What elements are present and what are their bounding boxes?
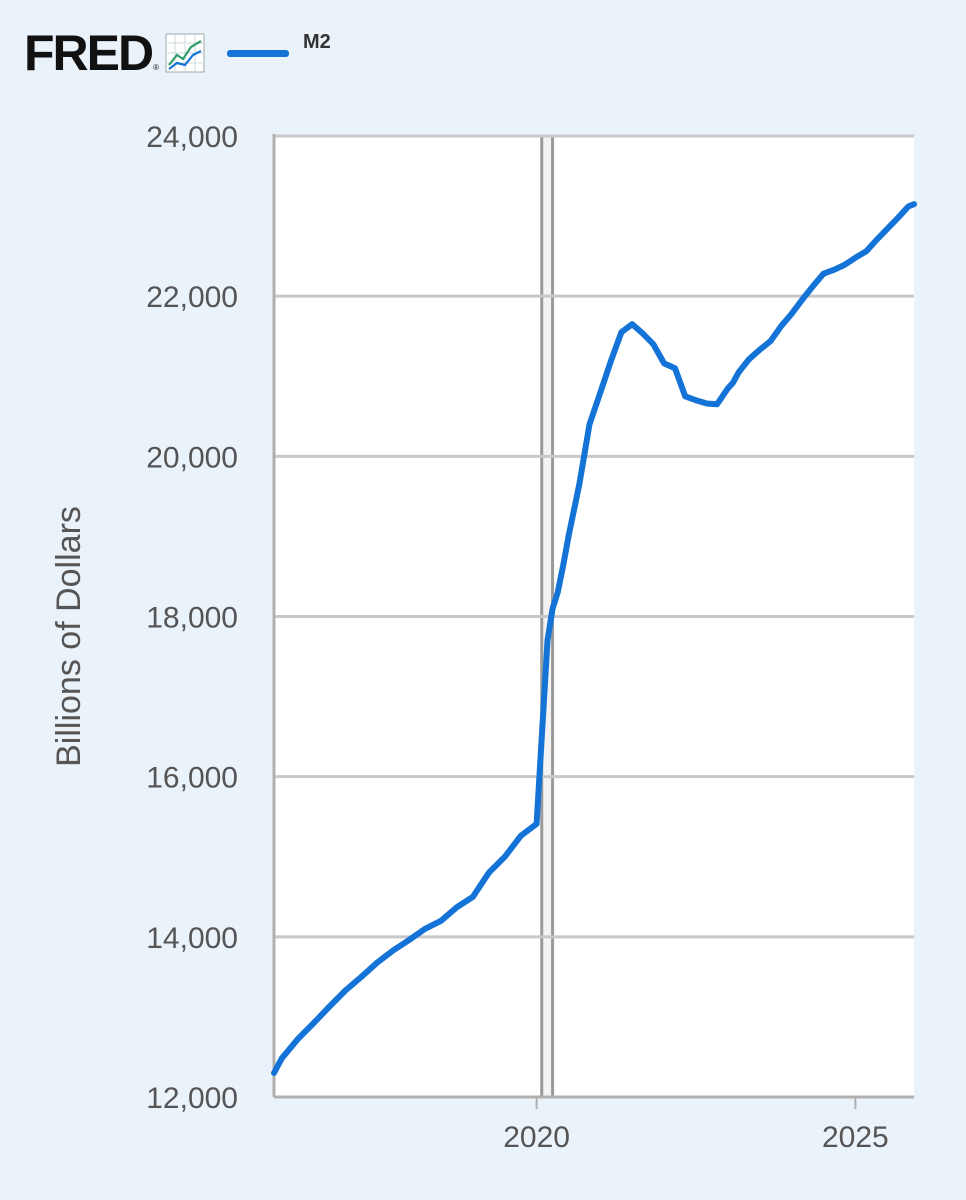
y-tick-label-16000: 16,000 bbox=[146, 762, 238, 795]
y-tick-labels: 12,000 14,000 16,000 18,000 20,000 22,000 24,0… bbox=[146, 121, 238, 1115]
fred-logo-registered-mark: ® bbox=[153, 63, 160, 72]
x-tick-labels: 2020 2025 bbox=[503, 1097, 889, 1154]
y-axis-title: Billions of Dollars bbox=[50, 506, 88, 767]
y-tick-label-18000: 18,000 bbox=[146, 602, 238, 635]
grid-lines bbox=[274, 134, 914, 939]
fred-logo[interactable]: FRED bbox=[24, 25, 154, 81]
y-tick-label-14000: 14,000 bbox=[146, 922, 238, 955]
y-tick-label-20000: 20,000 bbox=[146, 441, 238, 474]
x-tick-label-2025: 2025 bbox=[822, 1121, 889, 1154]
legend-label-m2[interactable]: M2 bbox=[303, 30, 331, 53]
y-tick-label-22000: 22,000 bbox=[146, 281, 238, 314]
axes bbox=[272, 134, 914, 1099]
series-line-m2[interactable] bbox=[271, 201, 917, 1076]
x-tick-label-2020: 2020 bbox=[503, 1121, 570, 1154]
chart-header: FRED ® M2 bbox=[24, 28, 331, 78]
line-chart-icon-line-green bbox=[168, 40, 202, 66]
line-chart-icon-line-blue bbox=[168, 50, 202, 70]
y-tick-label-12000: 12,000 bbox=[146, 1082, 238, 1115]
y-tick-label-24000: 24,000 bbox=[146, 121, 238, 154]
legend-swatch-m2[interactable] bbox=[227, 49, 290, 57]
line-chart-icon bbox=[165, 33, 205, 73]
series-lines bbox=[271, 201, 917, 1076]
